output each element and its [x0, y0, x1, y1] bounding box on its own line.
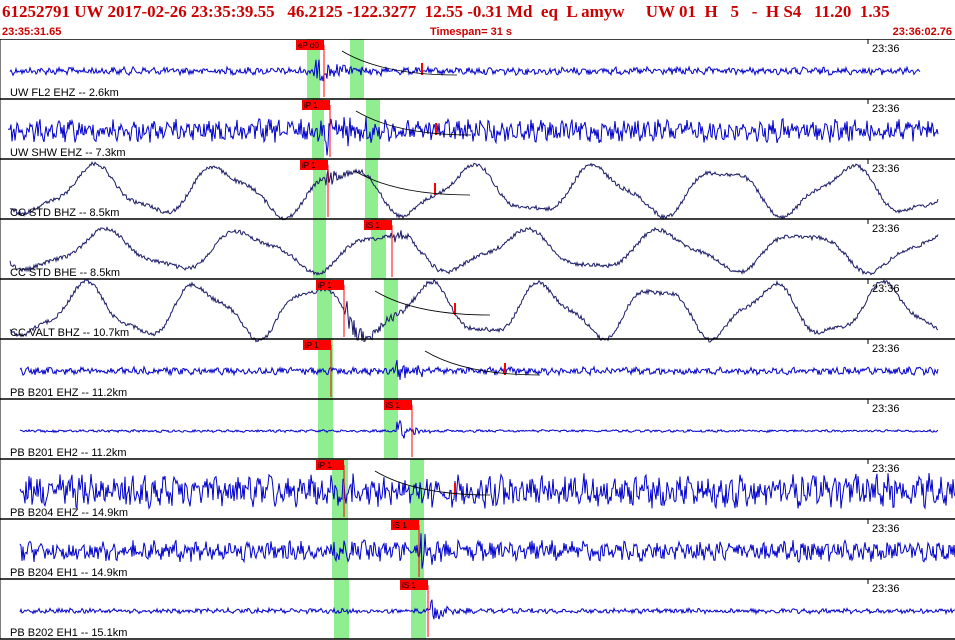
- p-window-band: [318, 399, 333, 459]
- phase-pick-marker[interactable]: [316, 280, 344, 290]
- time-tick-label: 23:36: [872, 403, 900, 415]
- time-tick-label: 23:36: [872, 43, 900, 55]
- timespan-label: Timespan= 31 s: [430, 26, 513, 38]
- s-window-band: [411, 579, 426, 639]
- waveform-trace: [19, 419, 939, 439]
- phase-pick-label: iS 1: [393, 521, 407, 530]
- p-window-band: [318, 339, 333, 399]
- waveform-trace: [9, 59, 921, 82]
- phase-pick-marker[interactable]: [391, 520, 419, 530]
- coda-curve: [341, 50, 458, 76]
- channel-label: PB B204 EH1 -- 14.9km: [10, 567, 127, 579]
- waveform-trace: [7, 116, 939, 156]
- p-window-band: [313, 219, 326, 279]
- s-window-band: [371, 219, 386, 279]
- p-window-band: [317, 279, 332, 339]
- channel-label: UW FL2 EHZ -- 2.6km: [10, 87, 119, 99]
- phase-pick-label: iP 1: [304, 101, 318, 110]
- p-window-band: [307, 39, 320, 99]
- channel-label: CC STD BHE -- 8.5km: [10, 267, 120, 279]
- coda-curve: [424, 350, 541, 376]
- waveform-trace: [19, 599, 955, 620]
- channel-label: UW SHW EHZ -- 7.3km: [10, 147, 126, 159]
- channel-label: CC STD BHZ -- 8.5km: [10, 207, 119, 219]
- channel-label: PB B201 EHZ -- 11.2km: [10, 387, 127, 399]
- phase-pick-marker[interactable]: [302, 100, 330, 110]
- s-window-band: [350, 39, 364, 99]
- coda-curve: [374, 470, 491, 496]
- time-tick-label: 23:36: [872, 223, 900, 235]
- phase-pick-label: iP 1: [318, 461, 332, 470]
- coda-curve: [354, 170, 471, 196]
- phase-pick-marker[interactable]: [303, 340, 331, 350]
- phase-pick-label: iP 1: [302, 161, 316, 170]
- waveform-trace: [9, 226, 939, 276]
- phase-pick-label: eP d0: [298, 41, 319, 50]
- time-tick-label: 23:36: [872, 103, 900, 115]
- end-time-label: 23:36:02.76: [892, 26, 952, 38]
- time-tick-label: 23:36: [872, 163, 900, 175]
- s-window-band: [384, 339, 398, 399]
- phase-pick-marker[interactable]: [384, 400, 412, 410]
- time-tick-label: 23:36: [872, 583, 900, 595]
- time-tick-label: 23:36: [872, 283, 900, 295]
- waveform-trace: [9, 278, 939, 343]
- phase-pick-marker[interactable]: [364, 220, 392, 230]
- channel-label: PB B204 EHZ -- 14.9km: [10, 507, 128, 519]
- coda-curve: [374, 290, 491, 316]
- seismogram-panel[interactable]: eP d0 23:36 UW FL2 EHZ -- 2.6km iP 1 23:36 UW…: [0, 39, 955, 640]
- phase-pick-marker[interactable]: [296, 40, 324, 50]
- s-window-band: [384, 399, 398, 459]
- waveform-trace: [19, 472, 955, 510]
- s-window-band: [365, 159, 378, 219]
- time-tick-label: 23:36: [872, 523, 900, 535]
- phase-pick-marker[interactable]: [300, 160, 328, 170]
- waveform-trace: [9, 161, 939, 221]
- phase-pick-label: iS 1: [366, 221, 380, 230]
- channel-label: PB B202 EH1 -- 15.1km: [10, 627, 127, 639]
- channel-label: PB B201 EH2 -- 11.2km: [10, 447, 127, 459]
- s-window-band: [384, 279, 398, 339]
- phase-pick-label: iP 1: [305, 341, 319, 350]
- time-tick-label: 23:36: [872, 463, 900, 475]
- event-title: 61252791 UW 2017-02-26 23:35:39.55 46.21…: [2, 2, 890, 21]
- phase-pick-marker[interactable]: [400, 580, 428, 590]
- channel-label: CC VALT BHZ -- 10.7km: [10, 327, 129, 339]
- waveform-trace: [19, 533, 955, 569]
- phase-pick-label: iS 1: [402, 581, 416, 590]
- p-window-band: [313, 159, 326, 219]
- phase-pick-marker[interactable]: [316, 460, 344, 470]
- phase-pick-label: iS 1: [386, 401, 400, 410]
- coda-curve: [355, 110, 472, 136]
- phase-pick-label: iP 1: [318, 281, 332, 290]
- time-tick-label: 23:36: [872, 343, 900, 355]
- start-time-label: 23:35:31.65: [2, 26, 62, 38]
- header-bar: 61252791 UW 2017-02-26 23:35:39.55 46.21…: [0, 0, 955, 26]
- p-window-band: [312, 99, 324, 159]
